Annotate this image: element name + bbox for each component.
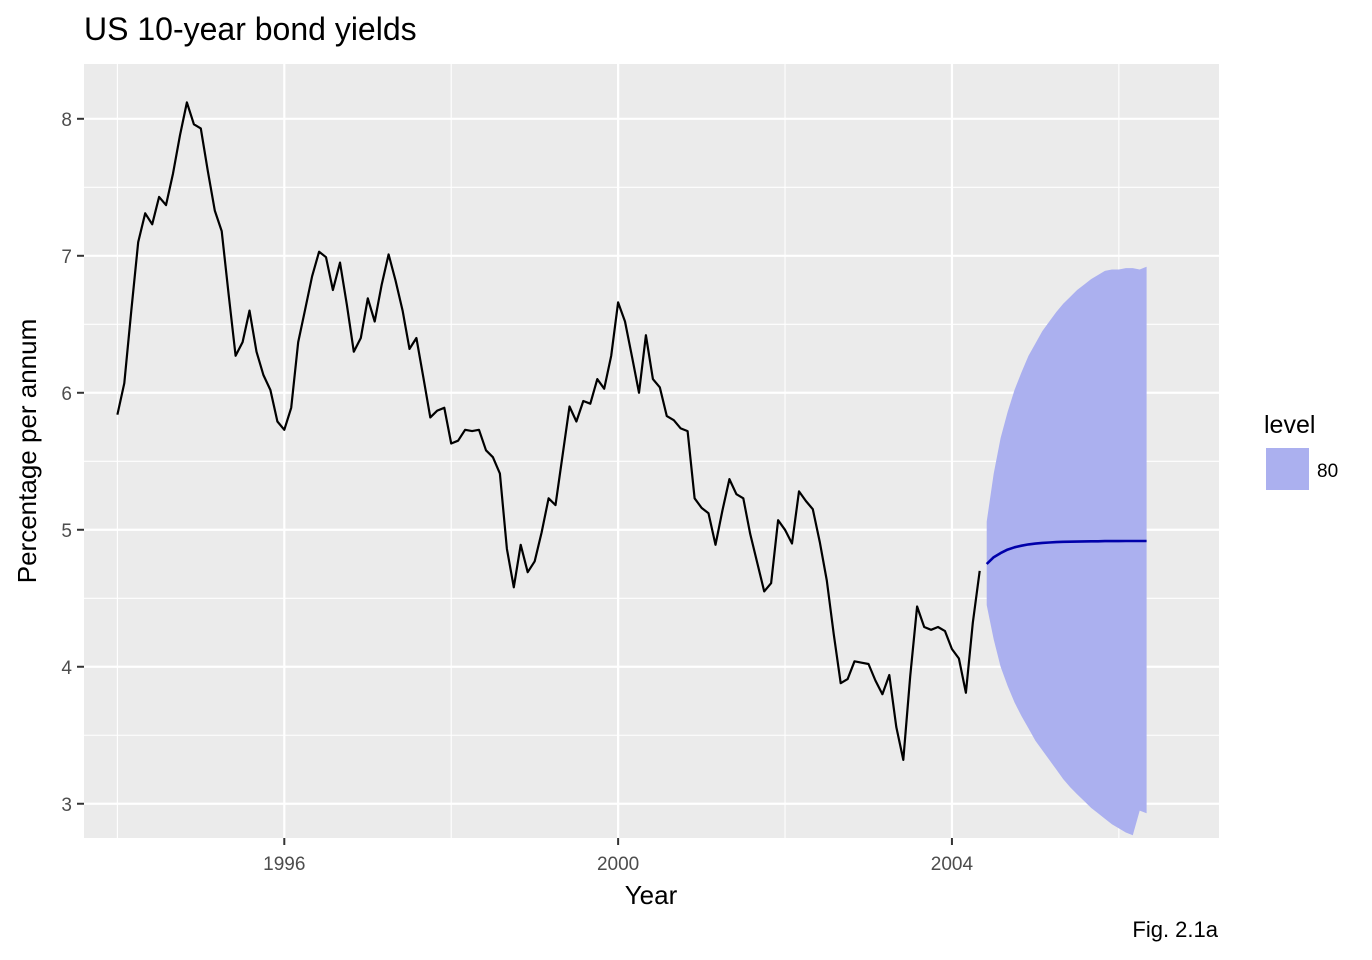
x-tick-label: 2004 xyxy=(931,854,974,875)
x-tick-label: 2000 xyxy=(597,854,639,875)
prediction-interval-layer xyxy=(986,266,1147,836)
y-tick-label: 6 xyxy=(61,384,72,405)
legend: level 80 xyxy=(1264,411,1338,490)
chart-title: US 10-year bond yields xyxy=(84,11,417,47)
prediction-interval-80 xyxy=(986,266,1147,836)
y-tick-label: 8 xyxy=(61,110,72,131)
grid-minor xyxy=(84,64,1219,838)
series-layer xyxy=(116,101,1147,761)
legend-title: level xyxy=(1264,411,1315,439)
y-tick-label: 4 xyxy=(61,658,72,679)
y-axis: 3 4 5 6 7 8 xyxy=(61,110,84,816)
series-line-observed xyxy=(116,101,981,761)
legend-label-80: 80 xyxy=(1317,461,1338,482)
x-axis-title: Year xyxy=(625,880,678,910)
y-tick-label: 3 xyxy=(61,795,72,816)
series-line-forecast xyxy=(985,539,1147,565)
y-tick-label: 7 xyxy=(61,247,72,268)
y-tick-label: 5 xyxy=(61,521,72,542)
figure-caption: Fig. 2.1a xyxy=(1132,917,1218,942)
x-tick-label: 1996 xyxy=(263,854,305,875)
y-axis-title: Percentage per annum xyxy=(12,319,42,584)
x-axis: 1996 2000 2004 xyxy=(263,838,974,875)
legend-key-80 xyxy=(1266,448,1309,490)
